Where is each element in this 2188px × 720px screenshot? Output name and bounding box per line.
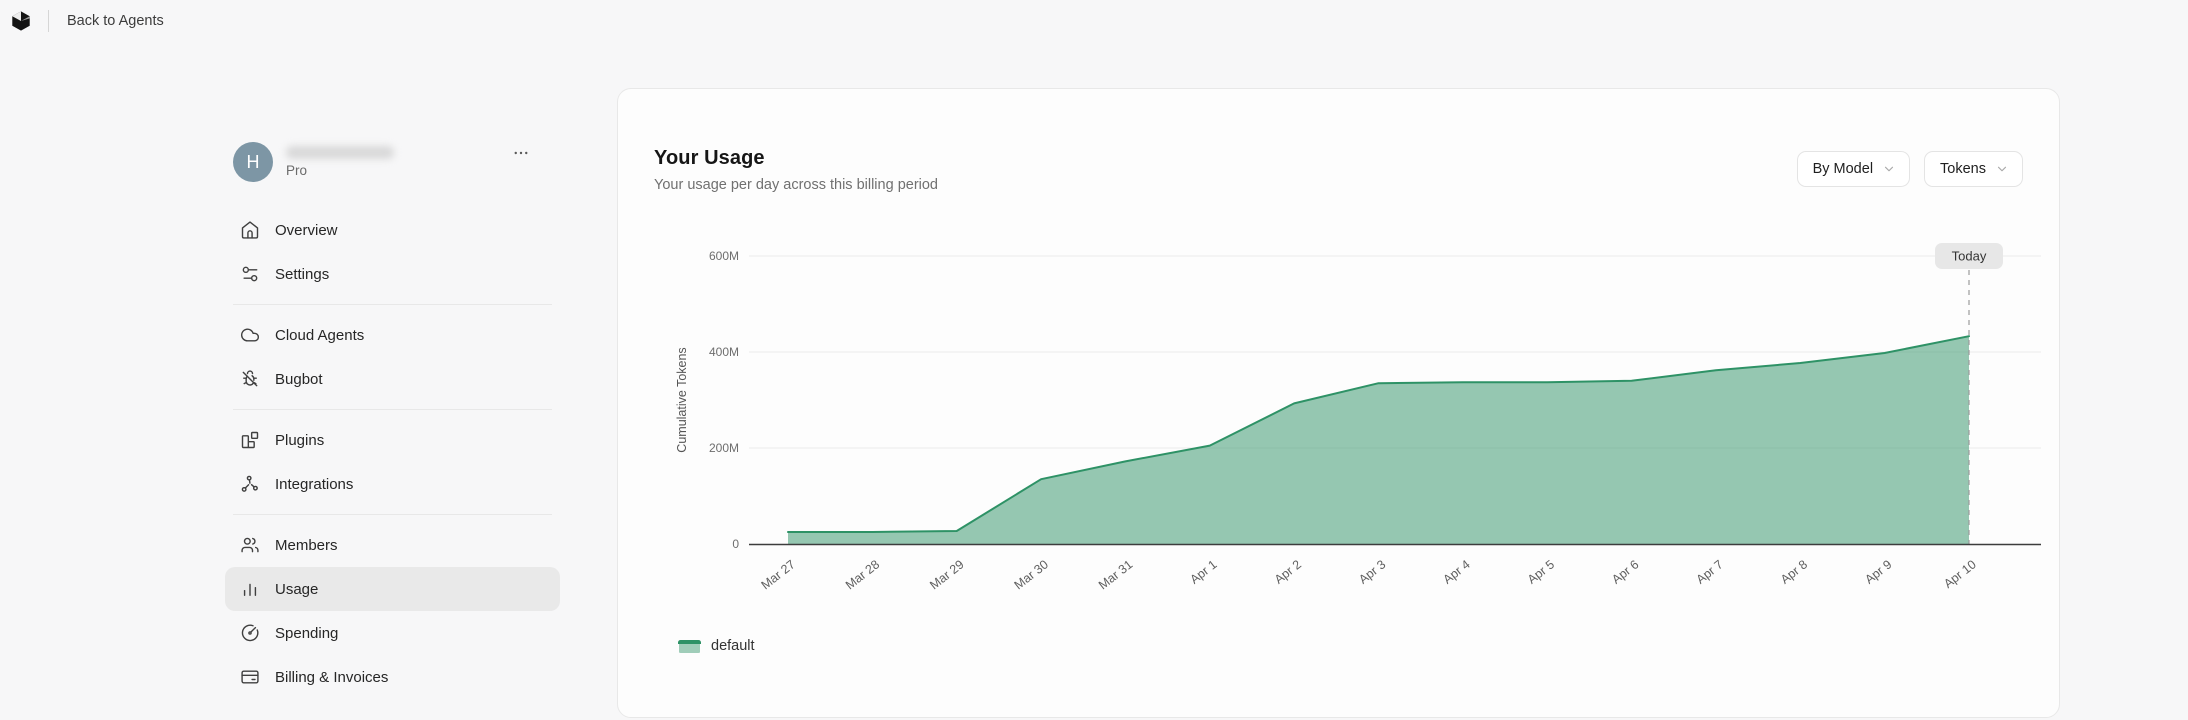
series-area-default <box>788 336 1969 544</box>
sidebar-item-label: Plugins <box>275 431 325 449</box>
x-axis-tick-label: Mar 28 <box>843 557 882 592</box>
plan-badge: Pro <box>286 163 308 178</box>
x-axis-tick-label: Apr 8 <box>1778 557 1810 586</box>
ellipsis-icon <box>514 151 528 155</box>
sidebar-item-label: Overview <box>275 221 338 239</box>
sidebar-item-bugbot[interactable]: Bugbot <box>225 357 560 401</box>
by-model-dropdown-label: By Model <box>1812 161 1874 177</box>
chevron-down-icon <box>1997 166 2007 172</box>
sidebar-item-members[interactable]: Members <box>225 523 560 567</box>
y-axis-title: Cumulative Tokens <box>675 347 689 452</box>
sidebar-item-integrations[interactable]: Integrations <box>225 462 560 506</box>
y-axis-tick-label: 400M <box>709 345 739 359</box>
y-axis-tick-label: 200M <box>709 441 739 455</box>
nav-group-agents: Cloud Agents Bugbot <box>225 313 560 401</box>
x-axis-tick-label: Apr 5 <box>1525 557 1557 586</box>
sidebar-item-cloud-agents[interactable]: Cloud Agents <box>225 313 560 357</box>
nav-group-extensions: Plugins Integrations <box>225 418 560 506</box>
x-axis-tick-label: Apr 4 <box>1441 557 1473 586</box>
usage-panel: Your Usage Your usage per day across thi… <box>617 88 2060 718</box>
legend-swatch-default <box>678 639 701 653</box>
sidebar-item-settings[interactable]: Settings <box>225 252 560 296</box>
sidebar-divider <box>233 514 552 515</box>
by-model-dropdown[interactable]: By Model <box>1796 151 1911 187</box>
redacted-username <box>286 146 394 159</box>
cloud-icon <box>240 325 260 345</box>
sidebar-item-spending[interactable]: Spending <box>225 611 560 655</box>
series-line-default <box>787 335 1970 533</box>
y-axis-tick-label: 0 <box>732 537 739 551</box>
chart-legend: default <box>678 638 755 654</box>
topbar-divider <box>48 10 49 32</box>
app-logo-cube-icon[interactable] <box>10 10 32 32</box>
sidebar-item-label: Settings <box>275 265 330 283</box>
x-axis-tick-label: Mar 30 <box>1012 557 1051 592</box>
tokens-dropdown-label: Tokens <box>1940 161 1986 177</box>
legend-label-default: default <box>711 638 755 654</box>
sidebar-item-label: Cloud Agents <box>275 326 365 344</box>
usage-panel-header: Your Usage Your usage per day across thi… <box>654 147 2023 193</box>
x-axis-tick-label: Apr 6 <box>1609 557 1641 586</box>
topbar: Back to Agents <box>10 10 164 32</box>
usage-chart-svg: 0 200M 400M 600M Cumulative Tokens Mar 27 Mar … <box>675 243 2041 592</box>
gauge-icon <box>240 623 260 643</box>
sliders-icon <box>240 264 260 284</box>
sidebar-item-label: Usage <box>275 580 319 598</box>
x-axis-tick-label: Mar 27 <box>759 557 798 592</box>
sidebar-item-label: Integrations <box>275 475 354 493</box>
page-title: Your Usage <box>654 147 765 169</box>
x-axis-tick-label: Apr 2 <box>1272 557 1304 586</box>
sidebar-item-label: Members <box>275 536 338 554</box>
x-axis-tick-label: Apr 7 <box>1694 557 1726 586</box>
x-axis-tick-label: Mar 31 <box>1096 557 1135 592</box>
sidebar-item-plugins[interactable]: Plugins <box>225 418 560 462</box>
chart-filters: By Model Tokens <box>1796 151 2023 187</box>
nodes-icon <box>240 474 260 494</box>
credit-card-icon <box>240 667 260 687</box>
sidebar-item-label: Spending <box>275 624 339 642</box>
profile-block: H Pro <box>225 140 560 184</box>
sidebar-item-label: Billing & Invoices <box>275 668 389 686</box>
usage-area-chart: 0 200M 400M 600M Cumulative Tokens Mar 27 Mar … <box>618 229 2061 694</box>
users-icon <box>240 535 260 555</box>
bug-off-icon <box>240 369 260 389</box>
home-icon <box>240 220 260 240</box>
chevron-down-icon <box>1884 166 1894 172</box>
sidebar-divider <box>233 409 552 410</box>
sidebar-item-overview[interactable]: Overview <box>225 208 560 252</box>
blocks-icon <box>240 430 260 450</box>
nav-group-general: Overview Settings <box>225 208 560 296</box>
today-badge-label: Today <box>1952 249 1987 264</box>
y-axis-tick-label: 600M <box>709 249 739 263</box>
page-subtitle: Your usage per day across this billing p… <box>654 177 938 193</box>
sidebar: H Pro Overview Settings <box>225 140 560 699</box>
x-axis-tick-label: Mar 29 <box>927 557 966 592</box>
back-to-agents-link[interactable]: Back to Agents <box>67 13 164 29</box>
x-axis-tick-label: Apr 3 <box>1356 557 1388 586</box>
x-axis-tick-label: Apr 10 <box>1941 557 1979 591</box>
x-axis-tick-label: Apr 1 <box>1187 557 1219 586</box>
bar-chart-icon <box>240 579 260 599</box>
sidebar-item-usage[interactable]: Usage <box>225 567 560 611</box>
tokens-dropdown[interactable]: Tokens <box>1924 151 2023 187</box>
nav-group-billing: Members Usage Spending Billing & Invoice… <box>225 523 560 699</box>
today-badge <box>1935 243 2003 269</box>
sidebar-item-billing-invoices[interactable]: Billing & Invoices <box>225 655 560 699</box>
sidebar-divider <box>233 304 552 305</box>
avatar[interactable]: H <box>233 142 273 182</box>
profile-overflow-menu-button[interactable] <box>510 142 532 164</box>
sidebar-item-label: Bugbot <box>275 370 323 388</box>
x-axis-tick-label: Apr 9 <box>1862 557 1894 586</box>
